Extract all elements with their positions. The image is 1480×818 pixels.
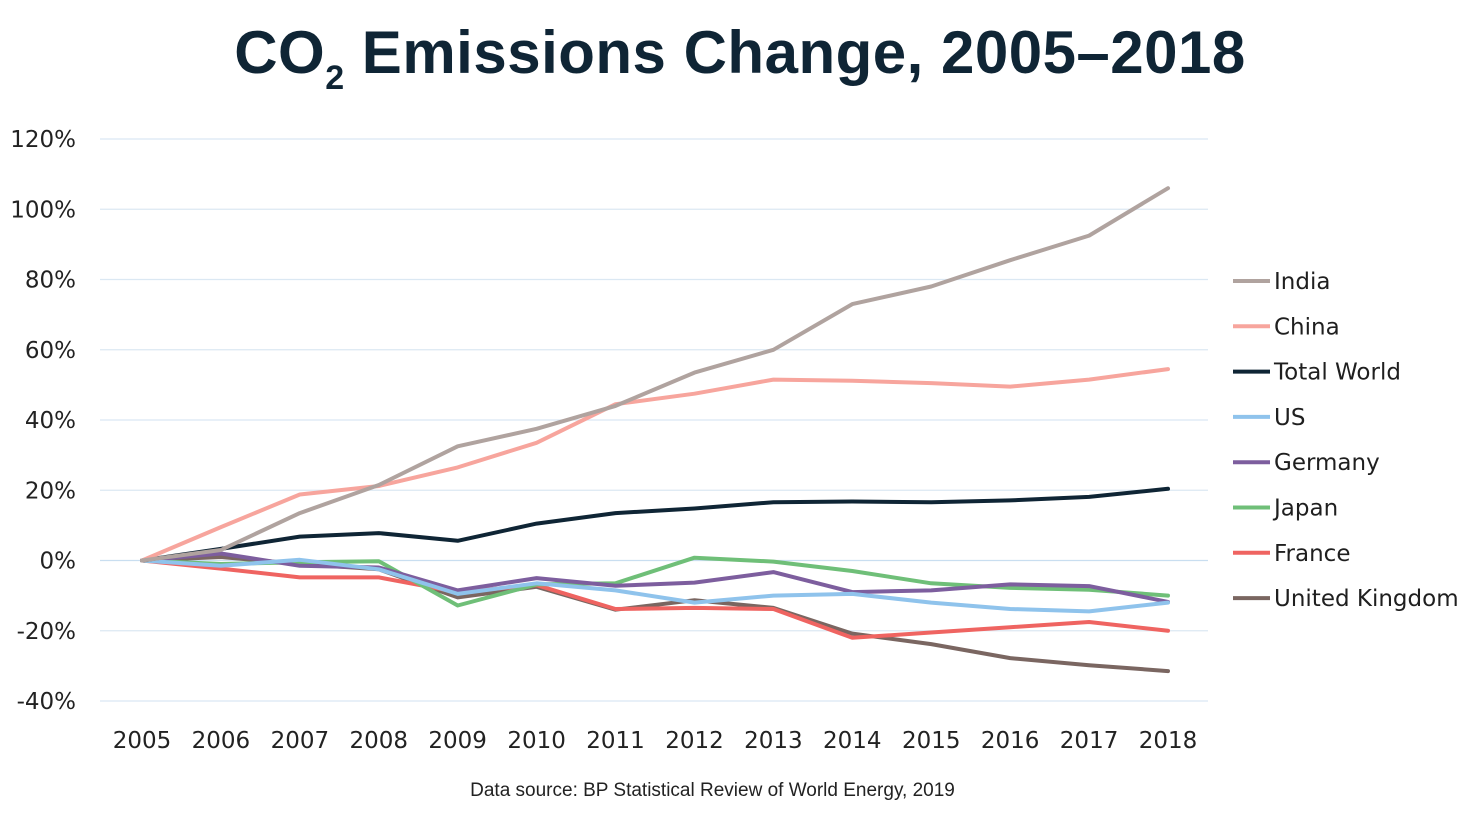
x-tick-label: 2008 [349, 728, 408, 754]
x-tick-label: 2006 [192, 728, 251, 754]
y-tick-label: -40% [17, 689, 76, 715]
x-tick-label: 2018 [1139, 728, 1198, 754]
x-tick-label: 2012 [665, 728, 724, 754]
y-tick-label: 20% [25, 478, 76, 504]
y-tick-label: -20% [17, 619, 76, 645]
series-line-china [140, 367, 1170, 563]
grid-lines [100, 138, 1208, 702]
x-tick-label: 2014 [823, 728, 882, 754]
x-tick-label: 2005 [113, 728, 172, 754]
series-line-germany [140, 551, 1170, 604]
legend-label-japan: Japan [1272, 496, 1338, 522]
series-line-india [140, 186, 1170, 563]
series-line-united-kingdom [140, 555, 1170, 674]
y-tick-label: 100% [10, 197, 76, 223]
legend-label-china: China [1274, 314, 1340, 340]
x-axis-labels: 2005 2006 2007 2008 2009 2010 2011 2012 2013 2014… [113, 728, 1198, 754]
y-axis-labels: -40% -20% 0% 20% 40% 60% 80% 100% 120% [10, 127, 76, 715]
x-tick-label: 2007 [271, 728, 330, 754]
chart-title-subscript: 2 [325, 59, 345, 97]
y-tick-label: 0% [40, 549, 77, 575]
y-tick-label: 120% [10, 127, 76, 153]
series-line-total-world [140, 486, 1170, 563]
y-tick-label: 80% [25, 268, 76, 294]
x-tick-label: 2016 [981, 728, 1040, 754]
x-tick-label: 2017 [1060, 728, 1119, 754]
y-tick-label: 40% [25, 408, 76, 434]
series-line-france [140, 558, 1170, 640]
legend-label-total-world: Total World [1273, 360, 1401, 386]
legend-label-us: US [1274, 405, 1305, 431]
x-tick-label: 2015 [902, 728, 961, 754]
series-line-us [140, 557, 1170, 614]
legend: India China Total World US Germany Japan Franc… [1233, 269, 1459, 612]
series-lines [140, 186, 1170, 674]
x-tick-label: 2010 [507, 728, 566, 754]
chart-title-main: CO [234, 19, 326, 86]
chart-title: CO2 Emissions Change, 2005–2018 [0, 18, 1480, 97]
x-tick-label: 2009 [428, 728, 487, 754]
legend-label-united-kingdom: United Kingdom [1274, 586, 1459, 612]
legend-label-france: France [1274, 541, 1350, 567]
x-tick-label: 2011 [586, 728, 645, 754]
y-tick-label: 60% [25, 338, 76, 364]
data-source-note: Data source: BP Statistical Review of Wo… [470, 780, 955, 801]
chart-title-rest: Emissions Change, 2005–2018 [344, 19, 1246, 86]
legend-label-germany: Germany [1274, 450, 1380, 476]
legend-label-india: India [1274, 269, 1330, 295]
x-tick-label: 2013 [744, 728, 803, 754]
